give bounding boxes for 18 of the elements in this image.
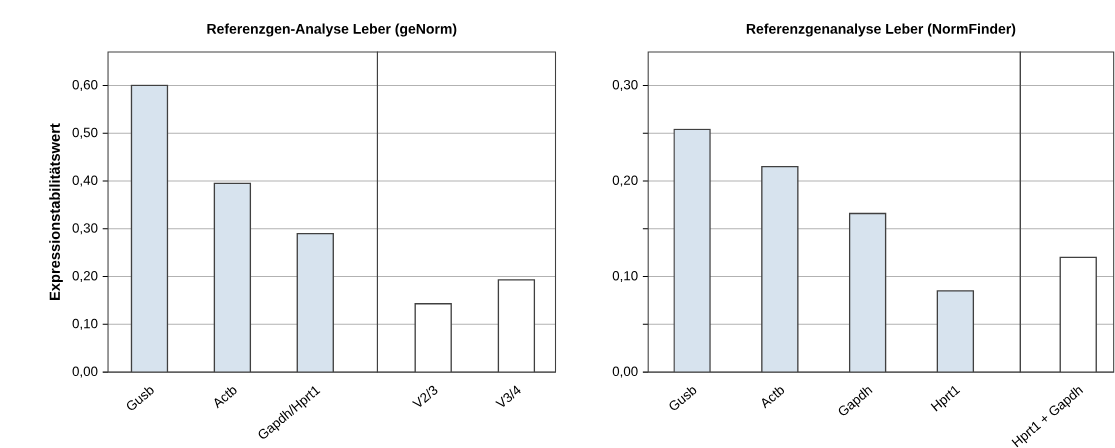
y-tick-label: 0,00 <box>72 366 98 378</box>
y-tick-label: 0,40 <box>72 175 98 187</box>
y-tick-label: 0,10 <box>612 270 638 283</box>
y-axis-title: Expressionstabilitätswert <box>49 123 63 300</box>
x-tick-label: V3/4 <box>495 385 521 407</box>
y-tick-label: 0,20 <box>612 175 638 187</box>
x-tick-label: Actb <box>762 387 785 409</box>
y-tick-label: 0,10 <box>72 318 98 330</box>
x-tick-label: Actb <box>214 387 237 409</box>
y-tick-label: 0,60 <box>72 79 98 91</box>
x-tick-label: V2/3 <box>411 385 438 407</box>
chart-title: Referenzgenanalyse Leber (NormFinder) <box>746 23 1016 37</box>
y-tick-label: 0,20 <box>72 270 98 283</box>
chart-title: Referenzgen-Analyse Leber (geNorm) <box>207 23 457 37</box>
y-tick-label: 0,50 <box>72 127 98 139</box>
y-tick-label: 0,30 <box>612 79 638 91</box>
y-tick-label: 0,30 <box>72 223 98 235</box>
y-tick-label: 0,00 <box>612 366 638 378</box>
